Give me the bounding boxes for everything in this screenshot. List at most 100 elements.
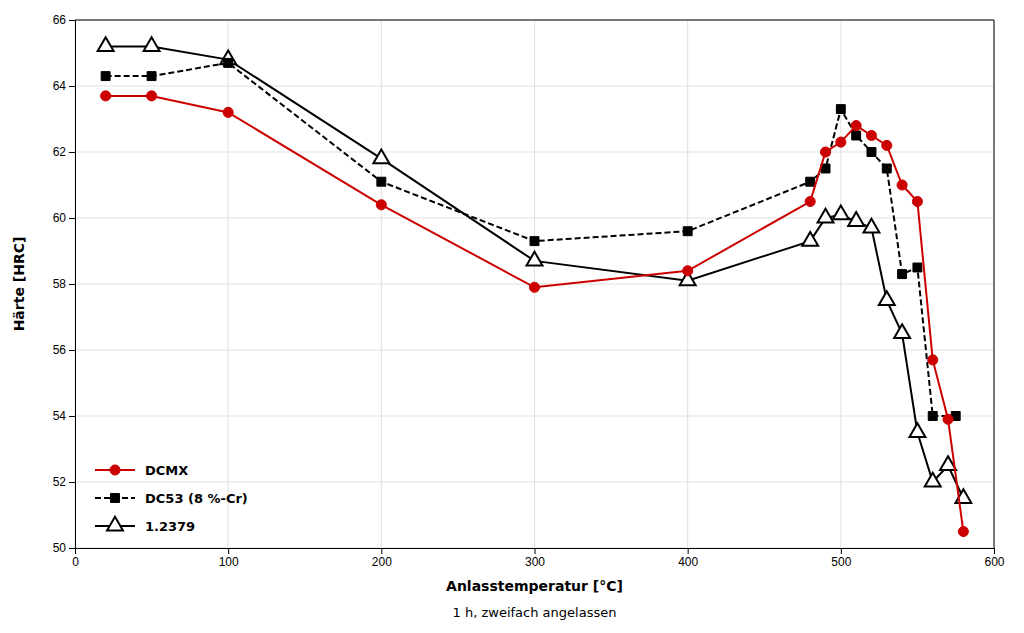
marker <box>527 252 543 266</box>
marker <box>683 266 693 276</box>
legend-label: DC53 (8 %-Cr) <box>145 491 248 506</box>
legend: DCMX DC53 (8 %-Cr) 1.2379 <box>95 463 248 534</box>
grid-line <box>994 20 995 548</box>
tick: 56 <box>53 343 75 357</box>
legend-entry: DCMX <box>95 463 188 478</box>
tick: 66 <box>53 13 75 27</box>
tick: 500 <box>831 548 851 569</box>
series <box>101 58 960 420</box>
marker <box>147 72 156 81</box>
grid-line <box>75 416 994 417</box>
tick-label: 66 <box>53 13 67 27</box>
tick-label: 58 <box>53 277 67 291</box>
plot: 0100200300400500600505254565860626466DCM… <box>53 13 1005 568</box>
x-axis-note: 1 h, zweifach angelassen <box>453 605 617 620</box>
tick-mark <box>69 86 75 87</box>
x-axis: 0100200300400500600 <box>72 548 1005 569</box>
tick-mark <box>69 20 75 21</box>
legend-marker <box>110 465 120 475</box>
tick: 200 <box>372 548 392 569</box>
y-axis: 50 52 54 56 58 60 62 64 66 <box>53 13 76 555</box>
marker <box>928 355 938 365</box>
marker <box>223 107 233 117</box>
tick: 50 <box>53 541 75 555</box>
marker <box>802 232 818 246</box>
marker <box>928 412 937 421</box>
tick-label: 56 <box>53 343 67 357</box>
tick-mark <box>69 152 75 153</box>
x-axis-title: Anlasstemperatur [°C] <box>446 578 623 594</box>
tick-label: 54 <box>53 409 67 423</box>
marker <box>144 37 160 51</box>
tick-mark <box>69 284 75 285</box>
marker <box>866 130 876 140</box>
tick-label: 64 <box>53 79 67 93</box>
legend-entry: 1.2379 <box>95 517 195 534</box>
marker <box>848 212 864 226</box>
marker <box>377 177 386 186</box>
tick: 60 <box>53 211 75 225</box>
tick-label: 52 <box>53 475 67 489</box>
line <box>106 46 964 498</box>
tick-label: 50 <box>53 541 67 555</box>
tick: 52 <box>53 475 75 489</box>
marker <box>852 131 861 140</box>
tick-mark <box>69 482 75 483</box>
series <box>101 91 969 537</box>
marker <box>820 147 830 157</box>
marker <box>529 282 539 292</box>
marker <box>147 91 157 101</box>
legend-label: DCMX <box>145 463 188 478</box>
marker <box>833 205 849 219</box>
marker <box>863 219 879 233</box>
marker <box>912 196 922 206</box>
legend-marker <box>107 517 123 531</box>
tick-mark <box>69 350 75 351</box>
tick-label: 500 <box>831 555 851 569</box>
marker <box>683 227 692 236</box>
grid-line <box>75 152 994 153</box>
tick: 0 <box>72 548 79 569</box>
tick-mark <box>69 218 75 219</box>
tick: 600 <box>984 548 1004 569</box>
marker <box>376 200 386 210</box>
axis-line <box>76 549 995 555</box>
marker <box>882 140 892 150</box>
marker <box>805 196 815 206</box>
tick: 64 <box>53 79 75 93</box>
marker <box>925 473 941 487</box>
marker <box>836 105 845 114</box>
marker <box>101 91 111 101</box>
tick: 100 <box>219 548 239 569</box>
tick-label: 600 <box>984 555 1004 569</box>
tick-mark <box>381 548 382 554</box>
tick-mark <box>69 416 75 417</box>
tick-mark <box>228 548 229 554</box>
marker <box>882 164 891 173</box>
marker <box>879 291 895 305</box>
marker <box>894 324 910 338</box>
legend-entry: DC53 (8 %-Cr) <box>95 491 248 506</box>
tick: 400 <box>678 548 698 569</box>
tick-mark <box>994 548 995 554</box>
marker <box>373 149 389 163</box>
marker <box>98 37 114 51</box>
tick: 62 <box>53 145 75 159</box>
marker <box>836 137 846 147</box>
tick-label: 100 <box>219 555 239 569</box>
grid <box>75 20 994 548</box>
chart: 0100200300400500600505254565860626466DCM… <box>0 0 1024 633</box>
marker <box>909 423 925 437</box>
tick-label: 400 <box>678 555 698 569</box>
tick-mark <box>535 548 536 554</box>
legend-label: 1.2379 <box>145 519 195 534</box>
tick: 58 <box>53 277 75 291</box>
marker <box>224 58 233 67</box>
y-axis-title: Härte [HRC] <box>11 237 27 332</box>
marker <box>867 148 876 157</box>
marker <box>101 72 110 81</box>
series <box>98 37 972 503</box>
grid-line <box>75 20 994 21</box>
axis-line <box>69 21 76 549</box>
marker <box>898 270 907 279</box>
